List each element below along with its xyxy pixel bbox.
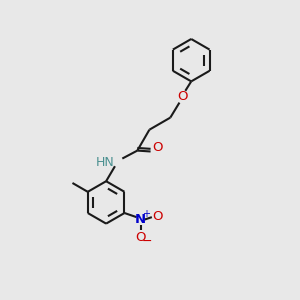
Text: O: O: [152, 141, 162, 154]
Text: N: N: [135, 213, 146, 226]
Text: +: +: [142, 209, 150, 220]
Text: HN: HN: [95, 156, 114, 169]
Text: O: O: [177, 90, 188, 103]
Text: −: −: [142, 235, 152, 248]
Text: O: O: [152, 210, 163, 223]
Text: O: O: [135, 231, 146, 244]
